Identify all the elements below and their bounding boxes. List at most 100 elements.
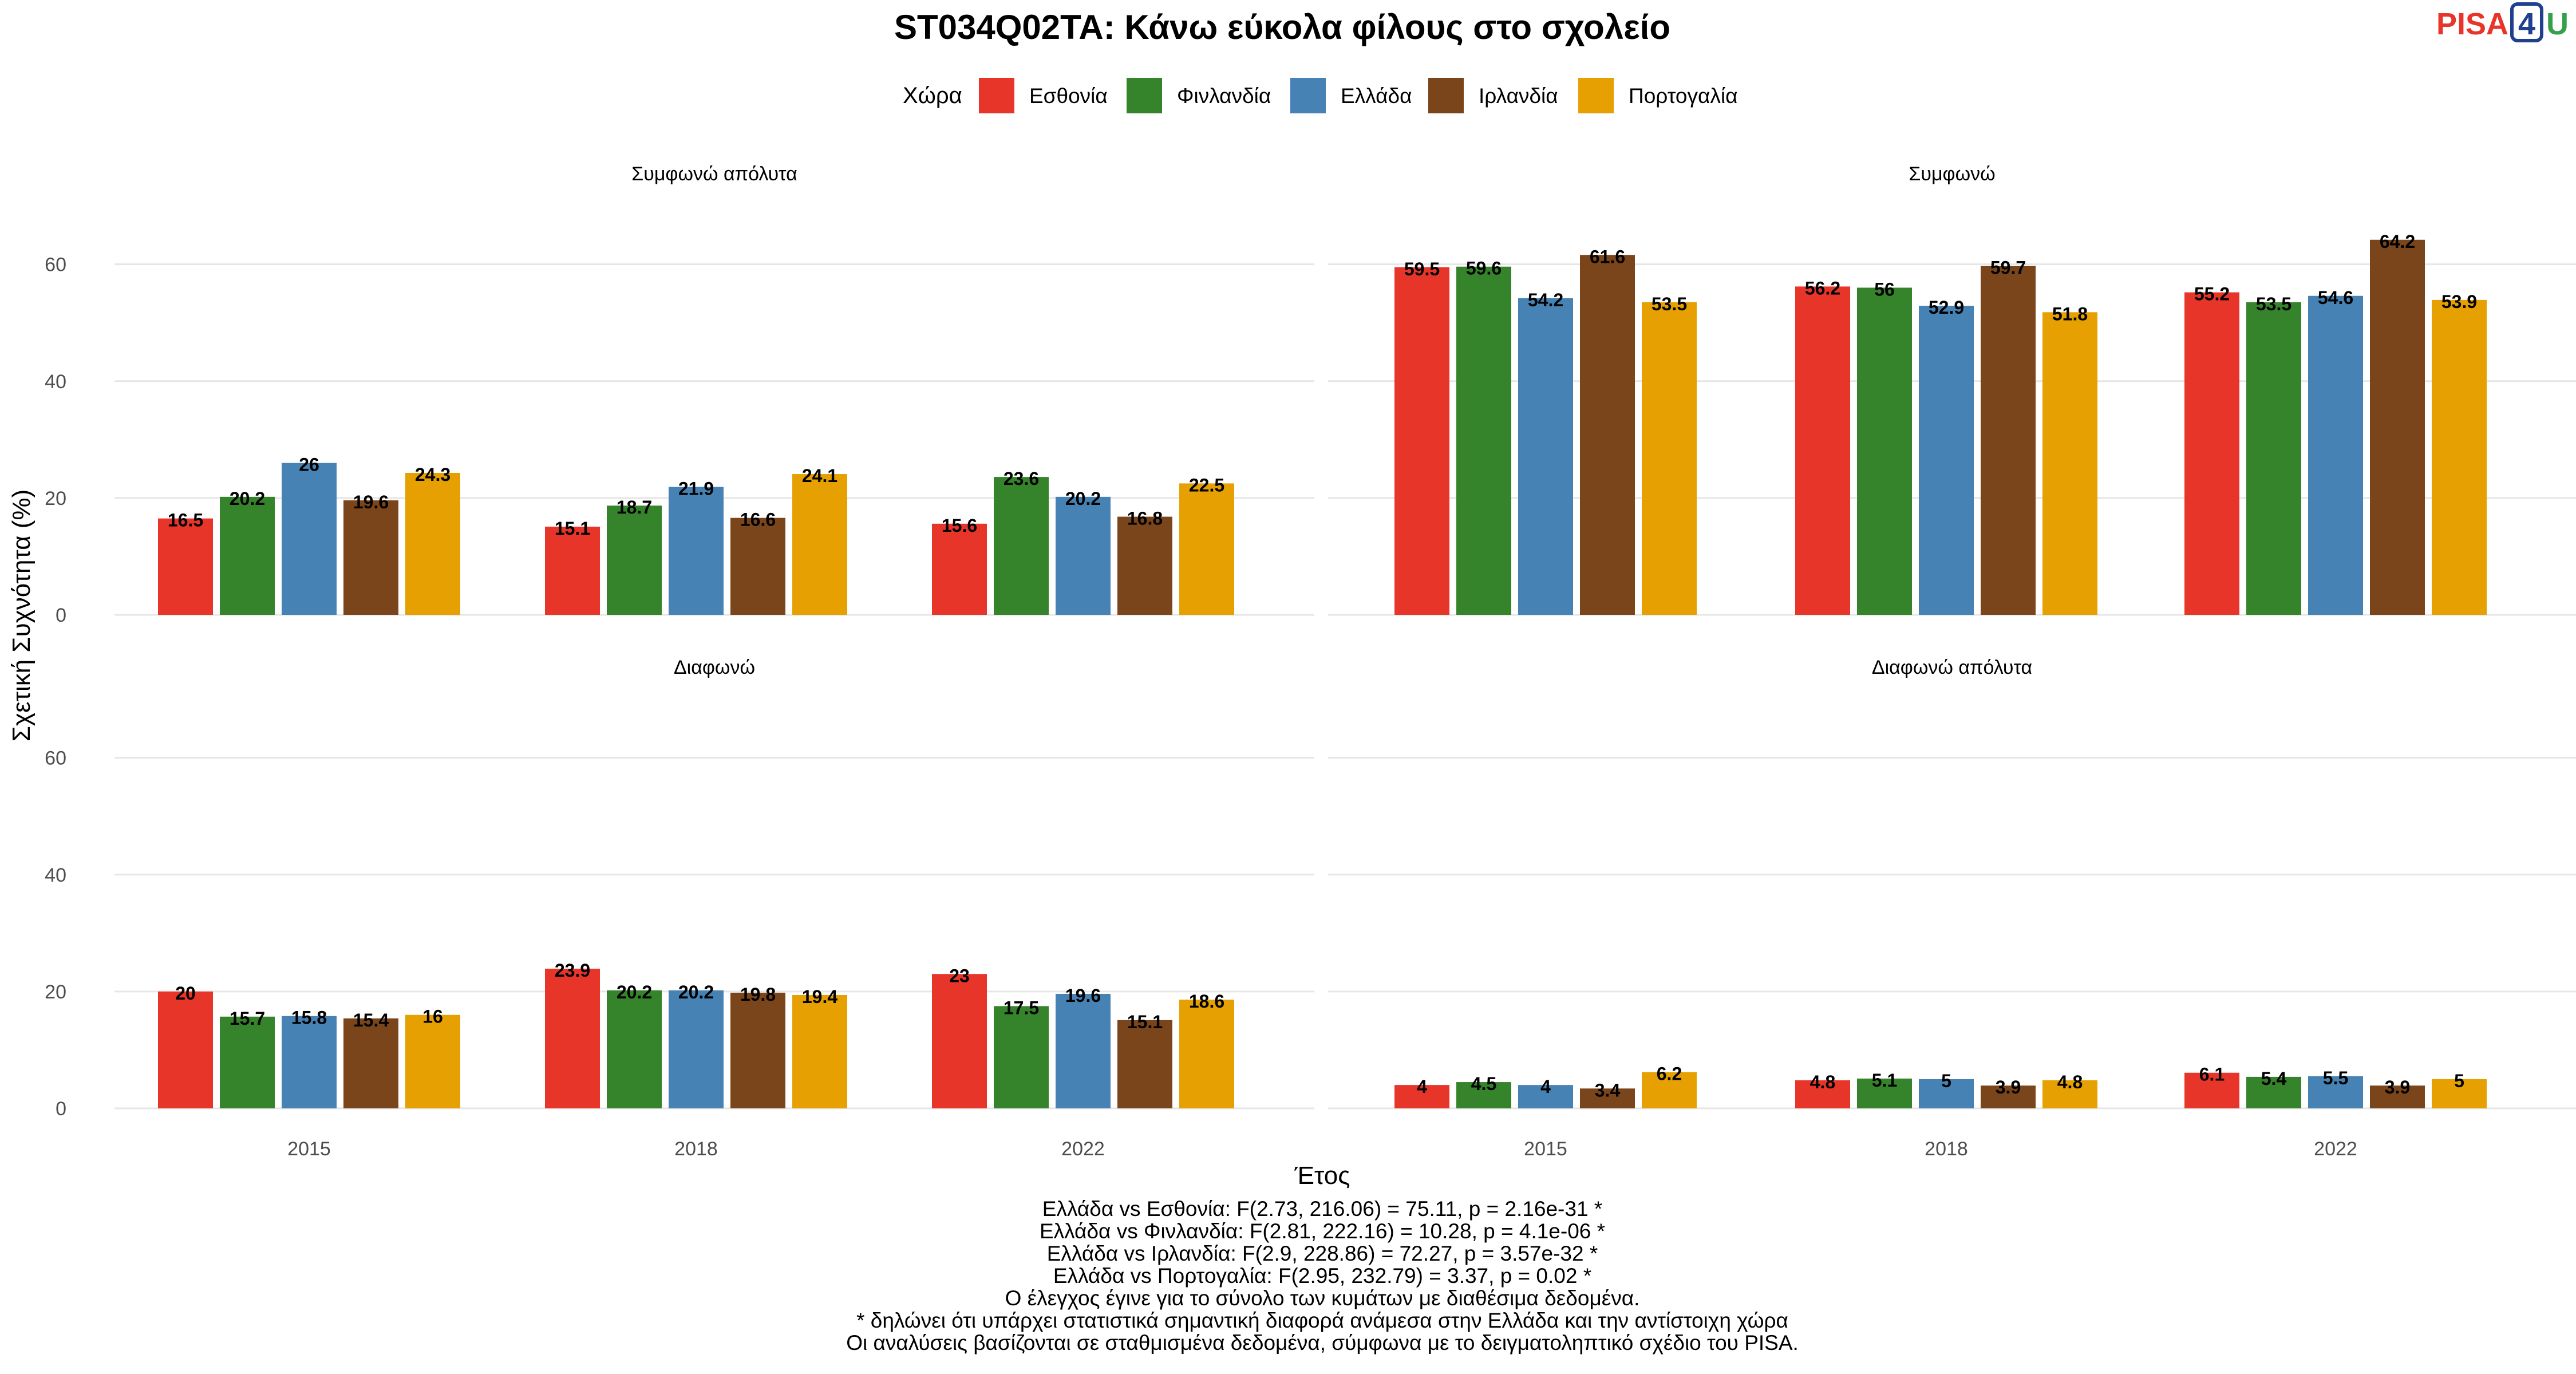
x-axis-title: Έτος (1294, 1162, 1350, 1190)
facet-title: Συμφωνώ (1909, 163, 1995, 185)
bar (2432, 299, 2487, 615)
bar (1056, 993, 1111, 1108)
bar-value-label: 24.1 (802, 465, 837, 486)
bar (669, 487, 724, 615)
bar (2432, 1079, 2487, 1108)
bar-value-label: 23.9 (555, 960, 590, 981)
bar (2042, 1080, 2097, 1108)
x-tick-label: 2015 (1524, 1138, 1567, 1160)
legend-swatch (1127, 78, 1162, 113)
bar (2246, 302, 2301, 615)
bar (1179, 1000, 1234, 1108)
legend: Χώρα Εσθονία Φινλανδία Ελλάδα Ιρλανδία Πορτο… (903, 78, 1738, 113)
legend-title: Χώρα (903, 83, 962, 108)
facet-panel: Συμφωνώ απόλυτα 0 20 40 60 16.5 20.2 26 19.6 24.3… (45, 163, 1314, 626)
x-tick-label: 2018 (674, 1138, 718, 1160)
bar (792, 995, 847, 1108)
bar (405, 472, 460, 615)
bar (1394, 267, 1449, 615)
bar-value-label: 6.2 (1657, 1064, 1682, 1084)
bar (282, 1016, 337, 1108)
bar-value-label: 59.6 (1466, 258, 1502, 279)
bar (220, 496, 275, 615)
bar (158, 518, 213, 615)
bar (1919, 1079, 1974, 1108)
legend-swatch (1290, 78, 1326, 113)
bar-value-label: 64.2 (2380, 231, 2415, 252)
bar (607, 990, 662, 1108)
bar-value-label: 16.8 (1127, 508, 1163, 529)
facet-title: Διαφωνώ απόλυτα (1872, 657, 2032, 678)
bar (1981, 266, 2036, 615)
caption: Ελλάδα vs Εσθονία: F(2.73, 216.06) = 75.… (846, 1197, 1799, 1355)
bar (158, 991, 213, 1108)
bar-value-label: 23 (949, 965, 970, 986)
bar-value-label: 52.9 (1929, 297, 1964, 318)
bar-value-label: 3.9 (1996, 1077, 2021, 1097)
y-tick-label: 40 (45, 864, 66, 886)
facet-title: Συμφωνώ απόλυτα (631, 163, 797, 185)
bar-value-label: 5.1 (1872, 1070, 1897, 1091)
bar-value-label: 18.6 (1189, 991, 1224, 1012)
bar-value-label: 15.7 (230, 1008, 265, 1029)
bar-value-label: 3.4 (1595, 1080, 1621, 1100)
y-tick-label: 20 (45, 981, 66, 1003)
bar-value-label: 20.2 (1065, 488, 1101, 509)
bar-value-label: 54.2 (1528, 290, 1563, 310)
bar (343, 500, 398, 615)
bar-value-label: 18.7 (617, 497, 652, 518)
legend-item: Ιρλανδία (1428, 78, 1558, 113)
bar (994, 1006, 1049, 1108)
bar-value-label: 15.6 (942, 515, 977, 536)
caption-line: Ο έλεγχος έγινε για το σύνολο των κυμάτω… (1005, 1286, 1640, 1310)
y-tick-label: 0 (56, 605, 66, 626)
bar (1117, 516, 1172, 615)
x-tick-label: 2022 (1061, 1138, 1105, 1160)
logo-text-4: 4 (2518, 7, 2535, 41)
bar-value-label: 4 (1540, 1076, 1551, 1097)
bar-value-label: 20.2 (230, 488, 265, 509)
bar-value-label: 19.8 (740, 984, 776, 1005)
bar (1981, 1085, 2036, 1108)
bar (220, 1016, 275, 1108)
bar (607, 506, 662, 615)
bar (730, 992, 785, 1108)
bar (730, 518, 785, 615)
bar-value-label: 55.2 (2194, 284, 2230, 305)
logo-box (2510, 2, 2543, 42)
x-tick-label: 2018 (1925, 1138, 1968, 1160)
legend-item: Φινλανδία (1127, 78, 1271, 113)
y-tick-label: 60 (45, 254, 66, 276)
bar (1518, 1085, 1573, 1108)
bar (2042, 312, 2097, 615)
caption-line: Ελλάδα vs Φινλανδία: F(2.81, 222.16) = 1… (1040, 1219, 1605, 1243)
bar (932, 974, 987, 1108)
x-tick-label: 2015 (287, 1138, 331, 1160)
bar (1857, 287, 1912, 615)
legend-swatch (979, 78, 1014, 113)
bar-value-label: 19.6 (1065, 985, 1101, 1006)
bar (1642, 1072, 1697, 1108)
bar (1795, 286, 1850, 615)
caption-line: Ελλάδα vs Εσθονία: F(2.73, 216.06) = 75.… (1042, 1197, 1602, 1221)
bar (1456, 266, 1511, 615)
legend-swatch (1428, 78, 1464, 113)
bar-value-label: 53.9 (2441, 291, 2477, 312)
bar-value-label: 61.6 (1590, 246, 1625, 267)
bar-value-label: 24.3 (415, 464, 451, 485)
caption-line: Οι αναλύσεις βασίζονται σε σταθμισμένα δ… (846, 1331, 1799, 1355)
logo-text-pisa: PISA (2436, 7, 2508, 41)
bar-value-label: 15.1 (555, 518, 590, 539)
bar-value-label: 15.1 (1127, 1012, 1163, 1032)
legend-item: Εσθονία (979, 78, 1108, 113)
bar-value-label: 19.6 (353, 492, 389, 512)
bar-value-label: 20 (175, 983, 196, 1004)
facet-panel: Συμφωνώ 59.5 59.6 54.2 61.6 53.5 56.2 56 52.9 59.… (1328, 163, 2576, 616)
bar (545, 969, 600, 1108)
bar (1795, 1080, 1850, 1108)
bar-value-label: 56.2 (1805, 278, 1840, 298)
bar (1056, 496, 1111, 615)
bar (932, 523, 987, 615)
bar (669, 990, 724, 1108)
logo-text-u: U (2546, 7, 2569, 41)
